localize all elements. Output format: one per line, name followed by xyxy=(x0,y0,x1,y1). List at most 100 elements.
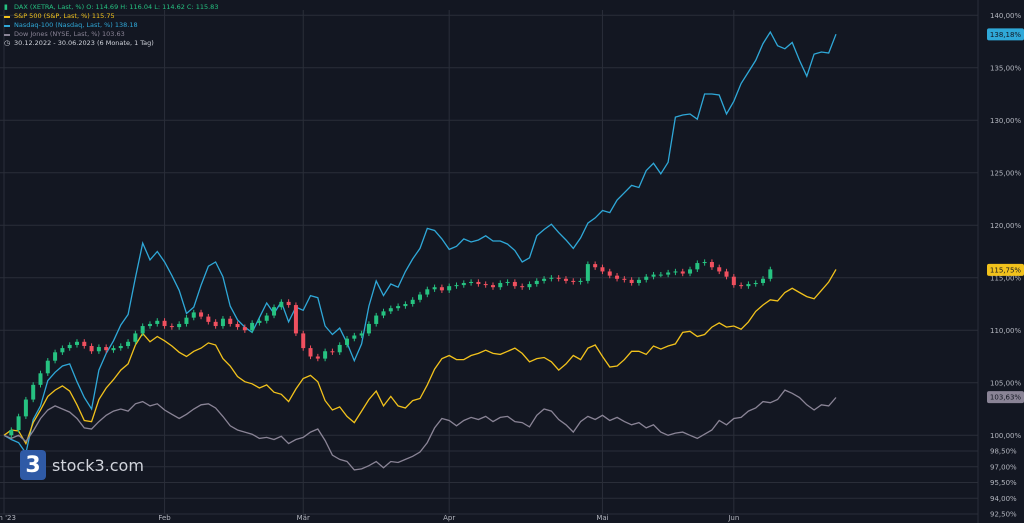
candle-body xyxy=(206,316,211,322)
candle-body xyxy=(418,294,422,300)
clock-icon: ◷ xyxy=(4,39,11,47)
candle-body xyxy=(315,356,320,359)
legend-sp500[interactable]: S&P 500 (S&P, Last, %) 115.75 xyxy=(4,12,218,21)
candle-body xyxy=(104,347,109,351)
x-tick-label: Jun xyxy=(727,514,739,522)
candle-body xyxy=(9,430,14,436)
legend-nasdaq-label: Nasdaq-100 (Nasdaq, Last, %) 138.18 xyxy=(14,21,138,29)
candle-body xyxy=(345,338,350,345)
candle-body xyxy=(439,287,444,291)
candle-body xyxy=(286,301,291,306)
candle-body xyxy=(337,344,342,353)
candle-body xyxy=(702,262,707,264)
candle-body xyxy=(607,271,612,276)
candle-body xyxy=(739,285,744,287)
candle-body xyxy=(235,323,240,328)
candle-body xyxy=(549,277,554,279)
candle-body xyxy=(220,318,225,327)
candle-body xyxy=(688,269,693,274)
candle-body xyxy=(695,263,700,270)
candle-body xyxy=(673,271,678,273)
candle-body xyxy=(615,275,620,279)
candle-body xyxy=(45,360,50,374)
candle-body xyxy=(169,326,174,328)
y-tick-label: 97,00% xyxy=(990,463,1017,471)
candle-body xyxy=(709,262,714,268)
candle-body xyxy=(454,285,459,287)
candle-body xyxy=(658,274,663,276)
candle-body xyxy=(731,276,736,286)
series-line xyxy=(3,389,837,471)
legend-nasdaq[interactable]: Nasdaq-100 (Nasdaq, Last, %) 138.18 xyxy=(4,21,218,30)
candle-body xyxy=(753,283,758,285)
series-line xyxy=(3,30,837,455)
candle-body xyxy=(498,283,503,288)
last-value-badge-label: 103,63% xyxy=(990,394,1021,402)
brand-watermark: 3 stock3.com xyxy=(20,450,144,480)
candle-body xyxy=(213,321,218,327)
x-tick-label: Feb xyxy=(158,514,171,522)
candle-body xyxy=(717,267,722,272)
candle-body xyxy=(16,416,21,430)
y-tick-label: 110,00% xyxy=(990,327,1021,335)
candle-body xyxy=(425,289,430,295)
candle-body xyxy=(147,323,152,327)
candle-body xyxy=(490,285,495,288)
candle-body xyxy=(31,384,36,400)
candle-body xyxy=(520,286,525,288)
candle-body xyxy=(82,341,87,346)
candle-body xyxy=(133,333,138,342)
candle-body xyxy=(636,279,641,283)
candle-body xyxy=(680,271,685,274)
legend-sp500-label: S&P 500 (S&P, Last, %) 115.75 xyxy=(14,12,115,20)
candle-body xyxy=(89,346,94,352)
legend-dax[interactable]: ▮ DAX (XETRA, Last, %) O: 114.69 H: 116.… xyxy=(4,3,218,12)
legend-dow[interactable]: Dow Jones (NYSE, Last, %) 103.63 xyxy=(4,30,218,39)
last-value-badge xyxy=(987,391,1024,404)
candle-body xyxy=(111,348,116,351)
y-tick-label: 135,00% xyxy=(990,64,1021,72)
legend-dax-label: DAX (XETRA, Last, %) O: 114.69 H: 116.04… xyxy=(14,3,219,11)
candle-body xyxy=(257,320,262,323)
legend: ▮ DAX (XETRA, Last, %) O: 114.69 H: 116.… xyxy=(4,3,218,48)
y-tick-label: 140,00% xyxy=(990,12,1021,20)
candle-body xyxy=(571,280,576,282)
candle-body xyxy=(96,347,101,352)
candle-body xyxy=(177,323,182,328)
candle-body xyxy=(483,284,488,286)
x-tick-label: Jan '23 xyxy=(0,514,16,522)
candle-body xyxy=(250,322,255,331)
candle-body xyxy=(118,346,123,349)
candle-body xyxy=(359,333,364,336)
candle-body xyxy=(352,335,357,339)
candle-body xyxy=(746,284,751,287)
candle-body xyxy=(126,341,131,346)
nasdaq-swatch xyxy=(4,24,10,27)
candle-body xyxy=(323,351,328,359)
candle-body xyxy=(403,304,408,307)
candle-body xyxy=(563,278,568,281)
y-tick-label: 98,50% xyxy=(990,448,1017,456)
candle-body xyxy=(512,281,517,287)
legend-range-label: 30.12.2022 - 30.06.2023 (6 Monate, 1 Tag… xyxy=(14,39,154,47)
y-tick-label: 100,00% xyxy=(990,432,1021,440)
candle-body xyxy=(556,277,561,279)
candle-body xyxy=(447,286,452,291)
y-tick-label: 130,00% xyxy=(990,117,1021,125)
y-tick-label: 115,00% xyxy=(990,274,1021,282)
legend-dow-label: Dow Jones (NYSE, Last, %) 103.63 xyxy=(14,30,125,38)
candle-body xyxy=(724,271,729,277)
x-tick-label: Mai xyxy=(596,514,608,522)
candle-body xyxy=(330,351,335,353)
candle-body xyxy=(374,315,379,324)
candle-body xyxy=(629,279,634,283)
candle-body xyxy=(23,399,28,417)
candle-body xyxy=(140,326,145,334)
candle-body xyxy=(527,284,532,288)
legend-range: ◷ 30.12.2022 - 30.06.2023 (6 Monate, 1 T… xyxy=(4,39,218,48)
last-value-badge xyxy=(987,28,1024,41)
candle-body xyxy=(199,312,204,317)
candle-body xyxy=(542,278,547,281)
y-tick-label: 120,00% xyxy=(990,222,1021,230)
y-tick-label: 94,00% xyxy=(990,495,1017,503)
